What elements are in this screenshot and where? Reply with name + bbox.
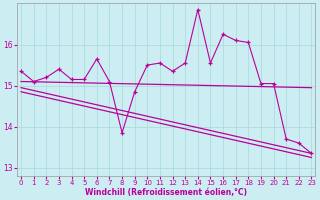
X-axis label: Windchill (Refroidissement éolien,°C): Windchill (Refroidissement éolien,°C) — [85, 188, 247, 197]
